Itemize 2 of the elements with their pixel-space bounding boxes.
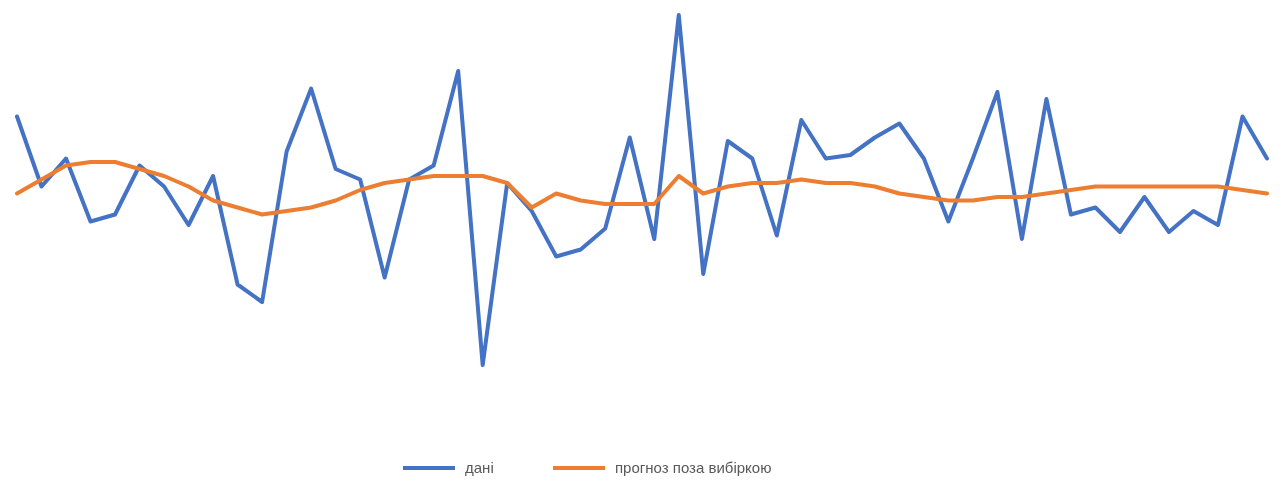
legend-label: прогноз поза вибіркою xyxy=(615,459,772,476)
legend-label: дані xyxy=(465,459,494,476)
